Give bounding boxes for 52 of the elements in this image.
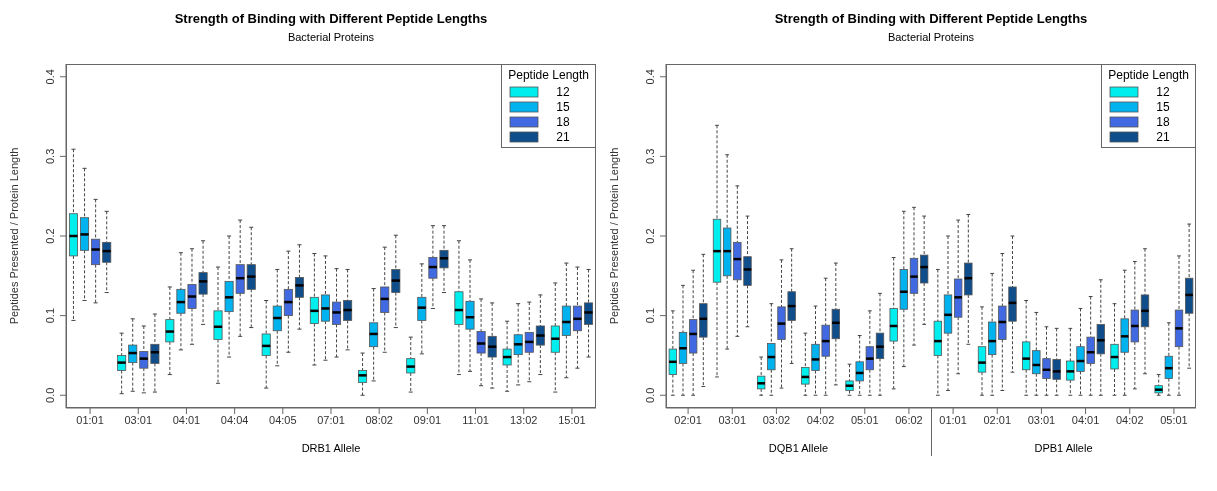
x-tick-label: 04:01 [1071,413,1100,426]
legend-title: Peptide Length [1108,68,1189,82]
x-axis-title: DRB1 Allele [300,442,362,454]
x-tick-label: 11:01 [462,413,489,426]
x-tick-label: 03:01 [1027,413,1056,426]
x-tick-label: 09:01 [413,413,442,426]
legend-title: Peptide Length [508,68,589,82]
x-tick-label: 03:02 [762,413,791,426]
chart-subtitle: Bacterial Proteins [886,30,976,45]
y-tick-label: 0.1 [44,307,56,324]
y-tick-label: 0.4 [44,69,56,85]
x-tick-label: 03:01 [718,413,747,426]
x-tick-label: 02:01 [983,413,1012,426]
y-tick-label: 0.2 [644,228,656,244]
y-tick-label: 0.1 [644,307,656,324]
chart-title: Strength of Binding with Different Peptide Lengths [773,10,1089,28]
chart-title: Strength of Binding with Different Peptide Lengths [173,10,489,28]
legend-label: 15 [1156,99,1170,114]
legend-label: 18 [556,114,570,129]
x-tick-label: 04:04 [220,413,249,426]
y-tick-label: 0.4 [644,69,656,85]
x-tick-label: 04:02 [806,413,835,426]
legend-label: 21 [1156,129,1170,144]
x-tick-label: 06:02 [895,413,923,426]
y-axis-title: Peptides Presented / Protein Length [7,147,20,325]
legend-label: 12 [1156,84,1170,99]
x-tick-label: 05:01 [1160,413,1188,426]
x-tick-label: 04:01 [172,413,201,426]
x-tick-label: 15:01 [558,413,586,426]
x-tick-label: 03:01 [124,413,153,426]
y-tick-label: 0.0 [644,387,656,403]
legend-label: 21 [556,129,570,144]
x-tick-label: 02:01 [674,413,702,426]
legend-label: 15 [556,99,570,114]
x-tick-label: 05:01 [850,413,879,426]
x-tick-label: 13:02 [509,413,538,426]
x-tick-label: 04:05 [269,413,297,426]
y-tick-label: 0.0 [44,387,56,403]
x-tick-label: 01:01 [76,413,104,426]
legend-label: 12 [556,84,570,99]
x-tick-label: 04:02 [1115,413,1144,426]
x-tick-label: 08:02 [365,413,393,426]
legend-label: 18 [1156,114,1170,129]
chart-subtitle: Bacterial Proteins [286,30,376,45]
text: DPB1 Allele [1033,442,1094,454]
x-axis-title: DQB1 Allele [767,442,830,454]
x-tick-label: 01:01 [939,413,967,426]
y-tick-label: 0.2 [44,228,56,244]
y-tick-label: 0.3 [644,148,656,165]
y-axis-title: Peptides Presented / Protein Length [607,147,620,325]
x-tick-label: 07:01 [317,413,345,426]
y-tick-label: 0.3 [44,148,56,165]
